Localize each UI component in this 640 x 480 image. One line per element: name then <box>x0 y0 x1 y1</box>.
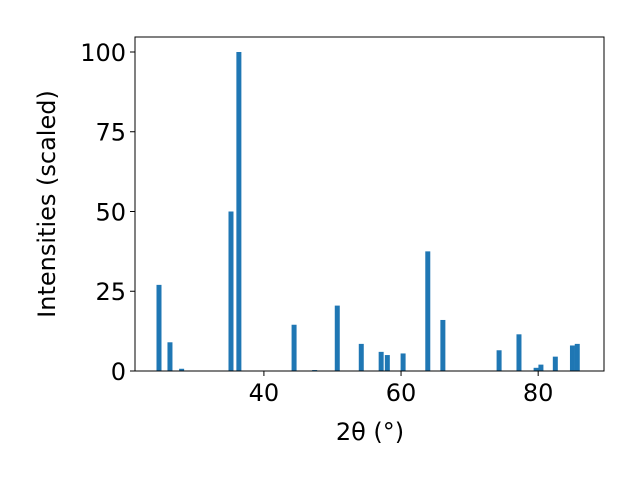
bar <box>400 353 406 371</box>
y-tick-label: 100 <box>80 39 126 67</box>
y-tick-label: 0 <box>111 358 126 386</box>
bar <box>358 343 364 371</box>
y-tick-label: 75 <box>95 119 126 147</box>
plot-frame <box>134 36 605 372</box>
x-tick-label: 80 <box>523 379 554 407</box>
x-axis-label: 2θ (°) <box>336 418 404 446</box>
bar <box>574 343 580 371</box>
bar <box>378 351 384 371</box>
bar <box>496 350 502 371</box>
bar <box>291 324 297 371</box>
bar <box>334 305 340 371</box>
bar <box>569 345 575 371</box>
bar <box>179 368 185 371</box>
x-tick-label: 40 <box>249 379 280 407</box>
bar <box>516 334 522 371</box>
bar <box>552 356 558 371</box>
bar <box>384 355 390 371</box>
bar <box>440 319 446 371</box>
bar <box>236 51 242 371</box>
bar <box>228 211 234 371</box>
x-tick-label: 60 <box>386 379 417 407</box>
bar <box>533 367 539 371</box>
y-tick-label: 25 <box>95 278 126 306</box>
bar <box>156 284 162 371</box>
bar <box>425 251 431 371</box>
bar <box>167 342 173 371</box>
bar <box>538 364 544 371</box>
y-tick-label: 50 <box>95 198 126 226</box>
y-axis-label: Intensities (scaled) <box>33 90 61 318</box>
